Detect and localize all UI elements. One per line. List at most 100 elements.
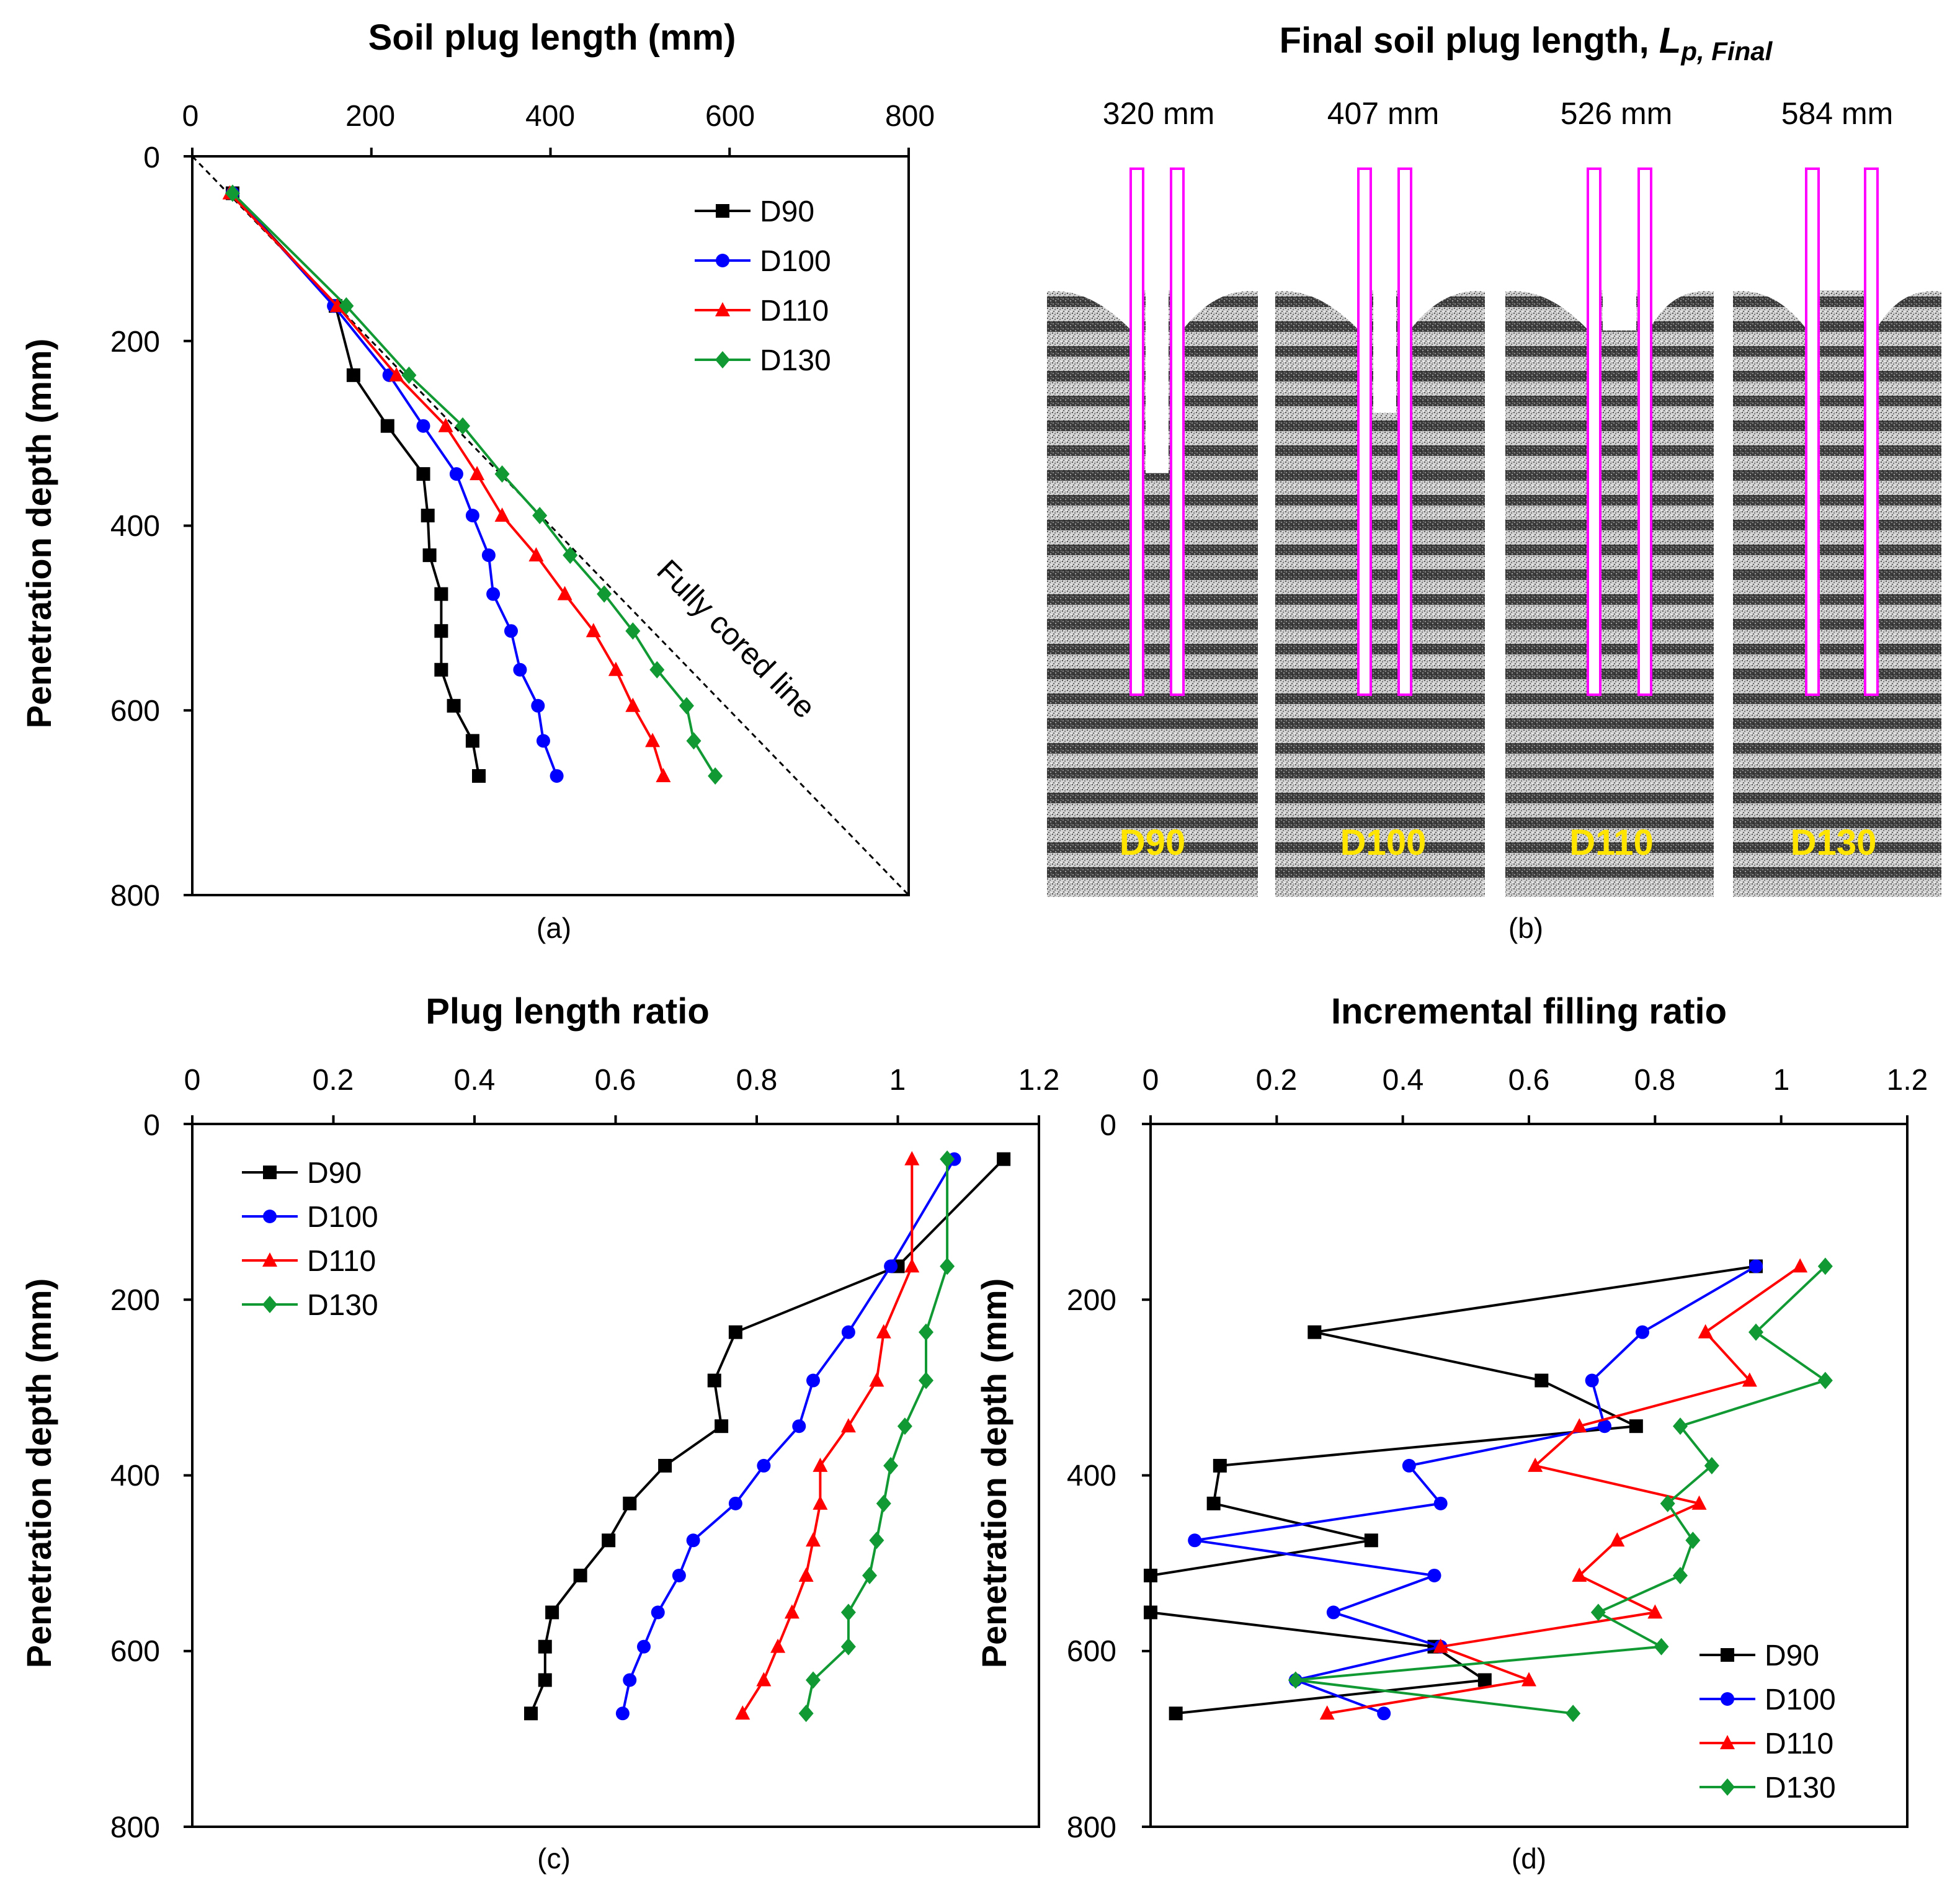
y-tick-label: 0 [143,1109,160,1142]
y-tick-label: 600 [1067,1635,1116,1668]
data-point-d130 [339,297,354,315]
soil-layer [1047,718,1258,729]
data-point-d130 [625,622,641,640]
legend-label: D130 [1765,1772,1836,1804]
soil-layer [1275,768,1485,778]
data-point-d90 [421,509,435,523]
soil-layer [1275,569,1485,580]
pile-wall [1864,167,1879,696]
soil-layer [1505,371,1714,381]
data-point-d90 [1535,1373,1549,1388]
data-point-d90 [422,548,437,563]
soil-layer [1505,594,1714,605]
x-tick-label: 0.2 [1256,1064,1298,1097]
data-point-d90 [715,1419,729,1434]
panel-b: Final soil plug length, Lp, Final 320 mm… [1047,20,1941,944]
panel-d-x-ticks: 0 0.2 0.4 0.6 0.8 1 1.2 [1143,1064,1928,1097]
y-tick-label: 800 [1067,1811,1116,1844]
data-point-d130 [940,1257,955,1275]
data-point-d100 [623,1673,637,1687]
data-point-d130 [883,1456,899,1474]
series-line-d100 [1193,1265,1757,1715]
soil-layer [1733,495,1941,506]
data-point-d130 [798,1705,814,1723]
data-point-d100 [1433,1496,1448,1510]
data-point-d100 [1326,1605,1340,1620]
data-point-d110 [645,733,661,747]
data-point-d110 [1528,1457,1543,1472]
soil-layer [1505,520,1714,530]
legend: D90 D100 D110 D130 [695,195,831,377]
data-point-d110 [813,1457,828,1472]
data-point-d110 [656,767,671,782]
soil-layer [1275,520,1485,530]
plot-layer: D90 D100 D110 D130 D90 D100 D110 D130 D90 D100 D11… [184,148,1909,1828]
x-tick-label: 0 [184,1064,201,1097]
pile-wall [1397,167,1412,696]
data-point-d110 [1698,1324,1713,1339]
data-point-d90 [1477,1673,1492,1687]
soil-layer [1505,495,1714,506]
data-point-d90 [434,624,448,638]
soil-layer [1275,644,1485,654]
panel-c-caption: (c) [537,1842,571,1875]
data-point-d100 [651,1605,665,1620]
data-point-d90 [1364,1533,1378,1548]
panel-d-caption: (d) [1512,1842,1546,1875]
data-point-d130 [806,1671,821,1689]
y-tick-label: 800 [110,880,160,912]
y-tick-label: 800 [110,1811,160,1844]
data-point-d130 [532,507,548,525]
series-line-d90 [231,192,480,777]
plug-length-label: 526 mm [1561,96,1673,131]
data-point-d90 [545,1605,559,1620]
panel-b-title: Final soil plug length, Lp, Final [1280,20,1773,66]
data-point-d130 [494,465,510,483]
series-line-d130 [804,1159,949,1714]
legend-label: D130 [307,1289,378,1322]
data-point-d130 [679,697,694,715]
soil-layer [1275,818,1485,828]
data-point-d90 [465,734,479,748]
data-point-d110 [904,1258,920,1273]
chart-a: D90 D100 D110 D130 [184,148,910,896]
data-point-d110 [438,417,453,432]
soil-layer [1047,743,1258,754]
data-point-d110 [625,697,641,712]
soil-layer [1505,346,1714,357]
data-point-d130 [1590,1603,1606,1621]
soil-layer [1505,693,1714,704]
data-point-d110 [470,466,485,481]
soil-layer [1733,371,1941,381]
soil-layer [1047,495,1258,506]
soil-layer [1505,445,1714,456]
plug-void [1373,289,1396,413]
soil-layer [1505,718,1714,729]
data-point-d130 [1673,1417,1688,1435]
data-point-d90 [658,1458,672,1473]
data-point-d130 [869,1532,884,1549]
legend-marker [1720,1778,1735,1796]
legend-label: D90 [1765,1639,1819,1672]
x-tick-label: 0 [1143,1064,1159,1097]
data-point-d90 [346,368,360,382]
data-point-d130 [940,1150,955,1168]
data-point-d90 [524,1706,538,1721]
data-point-d110 [784,1604,800,1619]
chart-d: D90 D100 D110 D130 [1142,1115,1909,1828]
data-point-d100 [504,624,518,638]
plug-void [1146,289,1169,473]
data-point-d100 [1427,1568,1441,1582]
data-point-d130 [649,661,665,679]
data-point-d90 [623,1496,637,1510]
soil-layer [1505,470,1714,481]
fully-cored-line-label: Fully cored line [650,553,822,725]
soil-layer [1505,619,1714,630]
data-point-d130 [876,1494,891,1512]
legend-marker [715,351,730,368]
data-point-d110 [329,298,345,313]
panel-a-title: Soil plug length (mm) [368,17,736,58]
data-point-d110 [389,367,404,381]
soil-layer [1733,743,1941,754]
data-point-d90 [1213,1458,1227,1473]
